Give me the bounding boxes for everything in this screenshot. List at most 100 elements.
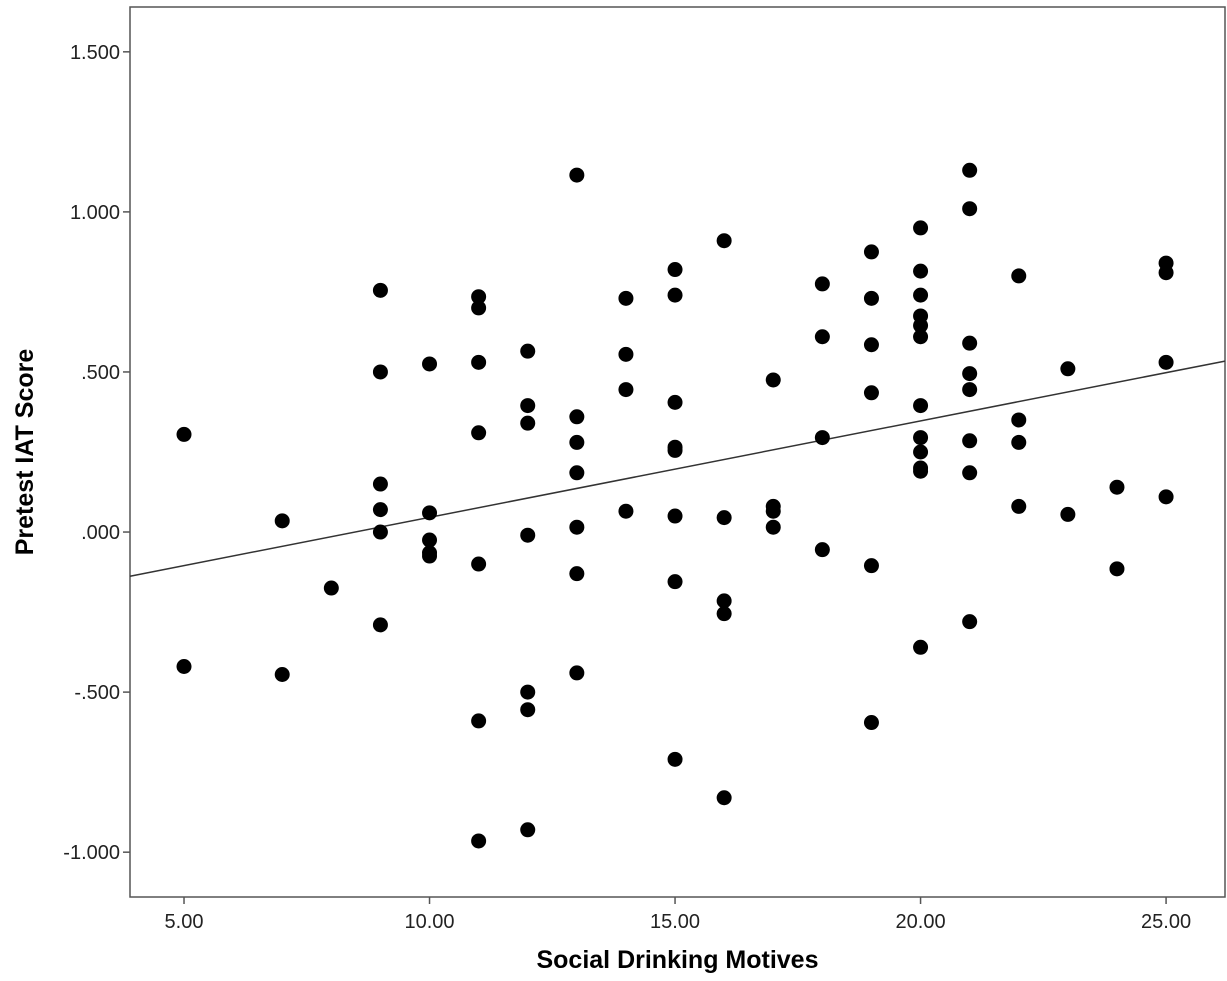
- data-point: [1011, 498, 1027, 514]
- data-point: [962, 433, 978, 449]
- data-point: [913, 430, 929, 446]
- data-point: [962, 366, 978, 382]
- x-tick-label: 10.00: [404, 911, 454, 933]
- data-point: [618, 382, 634, 398]
- data-point: [863, 244, 879, 260]
- data-point: [667, 751, 683, 767]
- data-point: [520, 684, 536, 700]
- data-point: [667, 508, 683, 524]
- data-point: [520, 822, 536, 838]
- data-point: [372, 282, 388, 298]
- fit-line: [129, 360, 1226, 577]
- data-point: [913, 263, 929, 279]
- data-point: [372, 617, 388, 633]
- data-point: [520, 702, 536, 718]
- data-point: [422, 548, 438, 564]
- data-point: [176, 658, 192, 674]
- data-point: [716, 606, 732, 622]
- data-point: [913, 463, 929, 479]
- data-point: [962, 382, 978, 398]
- fit-line-group: [129, 360, 1226, 577]
- data-point: [471, 289, 487, 305]
- data-point: [569, 409, 585, 425]
- data-point: [1158, 354, 1174, 370]
- y-tick-label: -1.000: [63, 842, 120, 864]
- data-point: [863, 337, 879, 353]
- data-point: [913, 220, 929, 236]
- data-point: [716, 593, 732, 609]
- plot-frame: [129, 6, 1226, 898]
- data-point: [274, 667, 290, 682]
- data-point: [1060, 361, 1076, 377]
- data-point: [667, 574, 683, 590]
- data-point: [372, 524, 388, 540]
- data-point: [176, 426, 192, 442]
- data-point: [962, 335, 978, 351]
- data-point: [569, 167, 585, 183]
- y-tick-label: -.500: [74, 682, 120, 704]
- data-point: [569, 519, 585, 535]
- data-point: [667, 262, 683, 278]
- data-point: [520, 415, 536, 431]
- data-point: [471, 713, 487, 729]
- data-point: [814, 542, 830, 558]
- data-point: [422, 532, 438, 548]
- x-axis-title: Social Drinking Motives: [536, 946, 818, 974]
- data-point: [913, 287, 929, 303]
- data-point: [814, 276, 830, 292]
- data-point: [618, 503, 634, 519]
- data-point: [274, 513, 290, 529]
- data-point: [520, 527, 536, 543]
- x-tick-label: 20.00: [896, 911, 946, 933]
- data-point: [863, 715, 879, 731]
- data-point: [569, 465, 585, 481]
- x-tick-label: 25.00: [1141, 911, 1191, 933]
- data-point: [765, 503, 781, 519]
- data-point: [962, 614, 978, 630]
- plot-area-border: [129, 6, 1226, 898]
- data-point: [765, 372, 781, 388]
- data-point: [422, 356, 438, 372]
- data-point: [1109, 479, 1125, 495]
- data-point: [471, 425, 487, 441]
- y-axis: 1.500 1.000 .500 .000 -.500 -1.000: [63, 42, 130, 864]
- data-point: [1011, 412, 1027, 428]
- data-point: [667, 394, 683, 410]
- data-point: [765, 519, 781, 535]
- data-point: [667, 442, 683, 458]
- data-point: [323, 580, 339, 596]
- data-point: [962, 162, 978, 178]
- data-point: [520, 343, 536, 359]
- data-point: [913, 398, 929, 414]
- data-point: [422, 505, 438, 521]
- data-point: [913, 639, 929, 655]
- y-tick-label: 1.000: [70, 202, 120, 224]
- data-point: [618, 290, 634, 306]
- data-point: [913, 318, 929, 334]
- x-tick-label: 5.00: [165, 911, 204, 933]
- data-point: [962, 201, 978, 217]
- data-point: [814, 329, 830, 345]
- data-point: [520, 398, 536, 414]
- data-point: [1011, 434, 1027, 450]
- data-point: [372, 502, 388, 518]
- data-point: [1060, 506, 1076, 522]
- data-point: [716, 510, 732, 526]
- data-point: [863, 290, 879, 306]
- data-point: [716, 790, 732, 806]
- data-point: [372, 476, 388, 492]
- data-point: [1109, 561, 1125, 577]
- data-point: [913, 329, 929, 345]
- x-axis: 5.00 10.00 15.00 20.00 25.00: [165, 897, 1191, 933]
- data-point: [863, 558, 879, 574]
- data-point: [863, 385, 879, 401]
- data-point: [1158, 489, 1174, 505]
- data-point: [1158, 265, 1174, 281]
- data-point: [372, 364, 388, 380]
- y-tick-label: .500: [81, 362, 120, 384]
- data-point: [667, 287, 683, 303]
- data-point: [913, 444, 929, 460]
- y-tick-label: .000: [81, 522, 120, 544]
- data-point: [569, 566, 585, 582]
